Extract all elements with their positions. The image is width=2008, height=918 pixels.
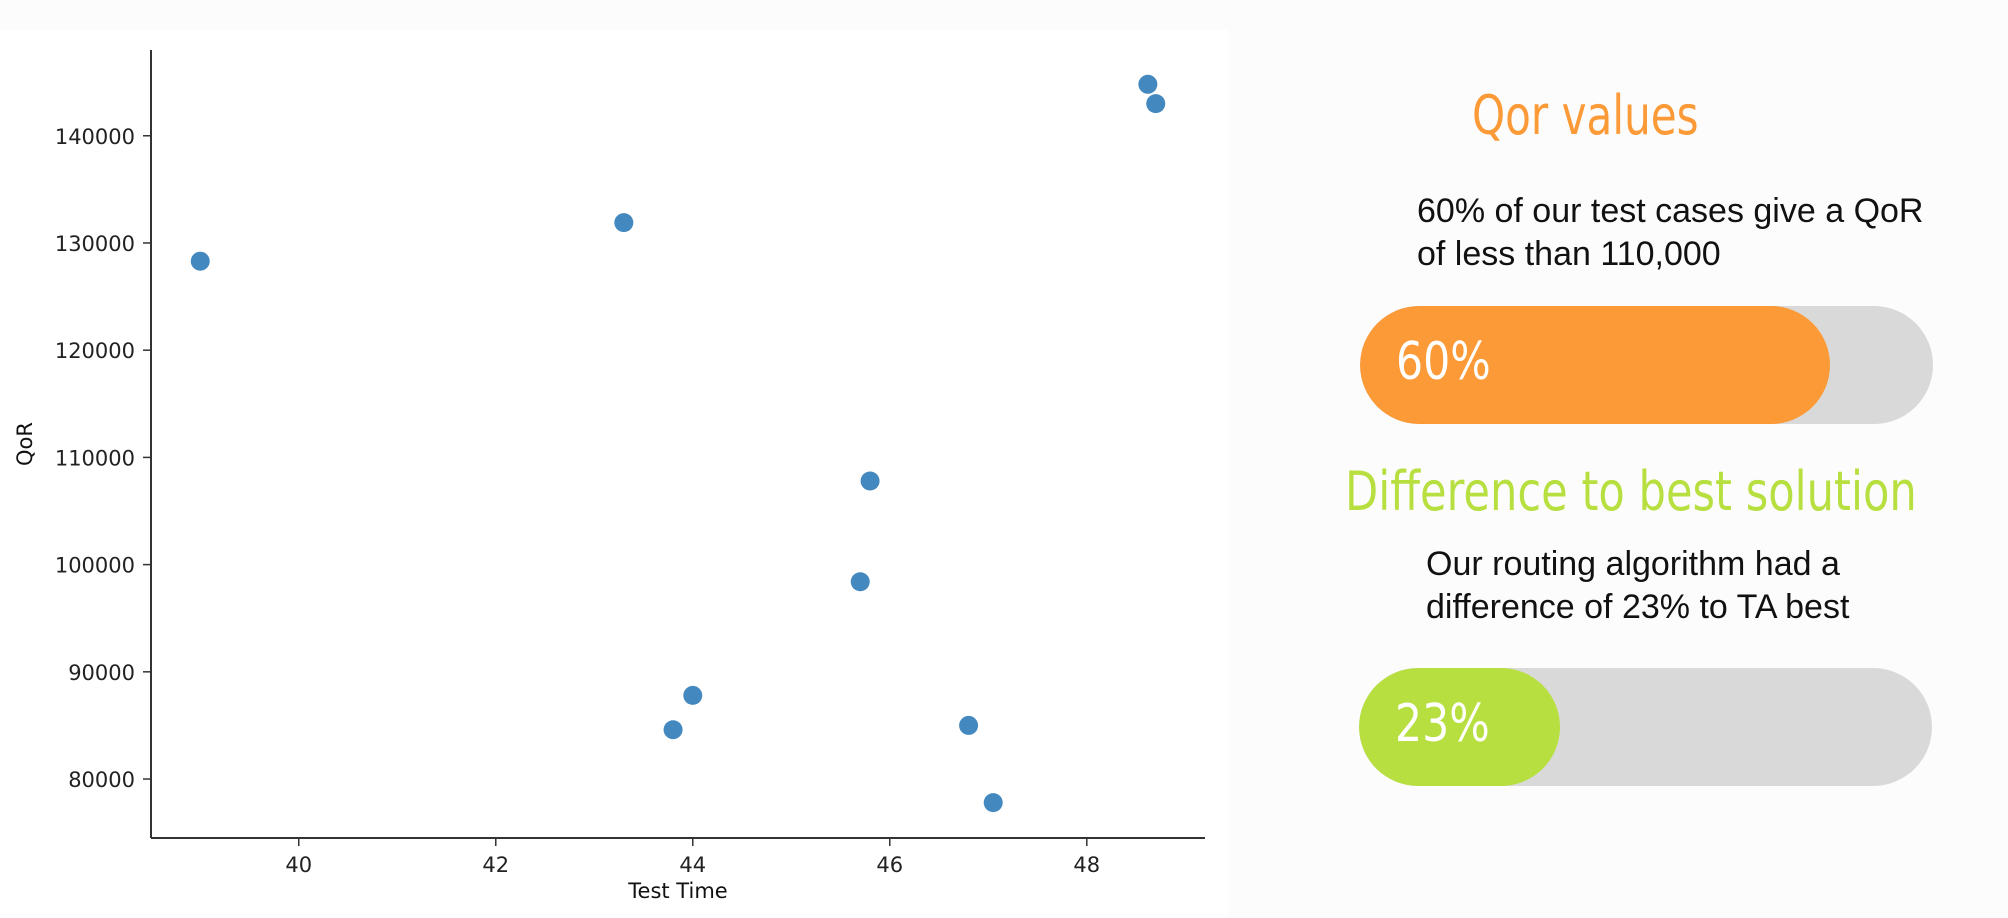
qor-progress-fill [1360, 306, 1830, 424]
difference-title: Difference to best solution [1345, 460, 1917, 523]
data-point [683, 685, 703, 705]
data-point [663, 720, 683, 740]
x-tick-label: 46 [876, 853, 903, 877]
x-tick-label: 42 [482, 853, 509, 877]
chart-panel: 40 42 44 46 48 80000 90000 100000 110000 120000 13… [0, 30, 1228, 918]
data-point [1138, 74, 1158, 94]
difference-description: Our routing algorithm had a difference o… [1426, 545, 1850, 626]
data-points [190, 74, 1166, 813]
x-tick-label: 48 [1073, 853, 1100, 877]
difference-progress-label: 23% [1395, 694, 1490, 754]
qor-title: Qor values [1472, 84, 1699, 147]
data-point [983, 793, 1003, 813]
x-axis-label: Test Time [627, 879, 727, 903]
y-axis-label: QoR [13, 422, 37, 466]
data-point [850, 572, 870, 592]
axes: 40 42 44 46 48 80000 90000 100000 110000 120000 13… [13, 50, 1205, 903]
y-tick-label: 80000 [68, 768, 135, 792]
data-point [959, 715, 979, 735]
data-point [614, 213, 634, 233]
x-tick-label: 44 [679, 853, 706, 877]
y-tick-label: 140000 [55, 125, 135, 149]
qor-description: 60% of our test cases give a QoR of less… [1417, 192, 1924, 273]
data-point [1146, 94, 1166, 114]
data-point [860, 471, 880, 491]
y-tick-label: 100000 [55, 554, 135, 578]
qor-progress-bar: 60% [1360, 306, 1933, 424]
y-tick-label: 90000 [68, 661, 135, 685]
difference-progress-bar: 23% [1359, 668, 1932, 786]
data-point [190, 251, 210, 271]
difference-progress-fill [1359, 668, 1560, 786]
scatter-chart: 40 42 44 46 48 80000 90000 100000 110000 120000 13… [13, 50, 1205, 903]
x-tick-label: 40 [285, 853, 312, 877]
qor-progress-label: 60% [1396, 332, 1491, 392]
y-tick-label: 130000 [55, 232, 135, 256]
y-tick-label: 120000 [55, 339, 135, 363]
y-tick-label: 110000 [55, 446, 135, 470]
